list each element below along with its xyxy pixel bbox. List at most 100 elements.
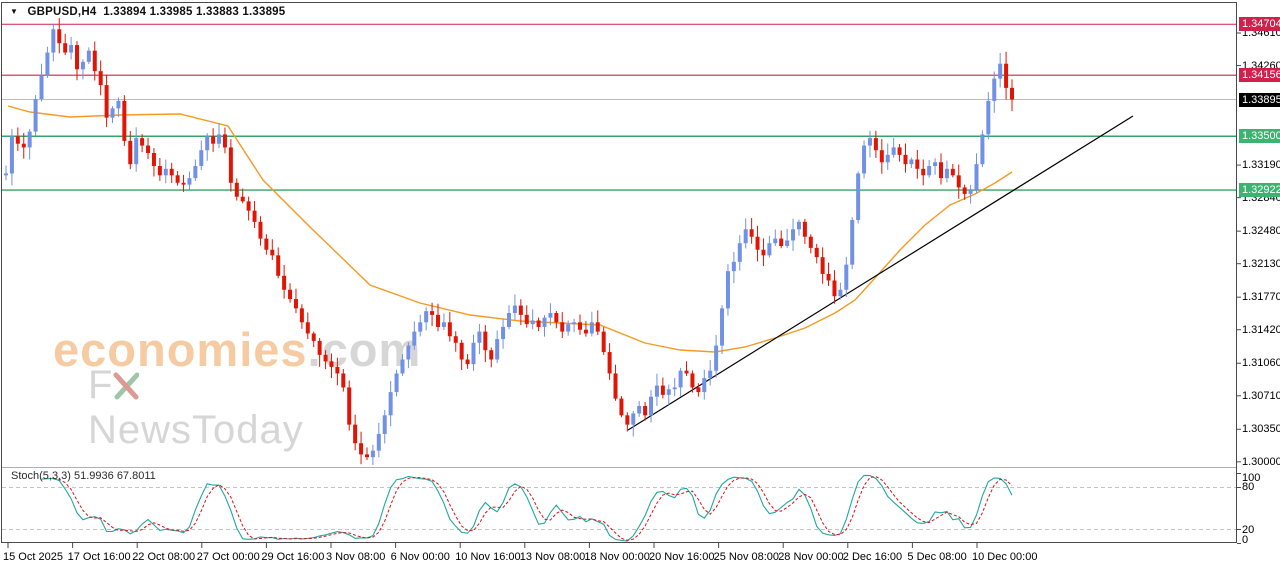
candle-body [15, 136, 20, 144]
candle-body [435, 314, 440, 327]
candle-body [276, 255, 281, 276]
candle-body [293, 299, 298, 309]
candle-body [80, 61, 85, 70]
chart-header: ▼ GBPUSD,H4 1.33894 1.33985 1.33883 1.33… [10, 6, 285, 18]
indicator-label: Stoch(5,3,3) 51.9936 67.8011 [11, 470, 156, 482]
candle-body [773, 238, 778, 244]
candle-body [873, 138, 878, 151]
candle-body [134, 138, 139, 165]
candle-body [962, 187, 967, 194]
candle-body [27, 131, 32, 148]
candle-body [270, 249, 275, 256]
candle-body [974, 164, 979, 191]
candle-body [424, 311, 429, 323]
candle-body [465, 359, 470, 365]
candle-body [163, 168, 168, 176]
candle-body [785, 240, 790, 247]
candle-body [388, 392, 393, 416]
candle-body [678, 370, 683, 388]
candle-body [672, 387, 677, 390]
indicator-name: Stoch(5,3,3) [11, 470, 71, 482]
candle-body [980, 134, 985, 165]
candle-body [956, 175, 961, 188]
candle-body [607, 352, 612, 374]
candle-body [341, 373, 346, 388]
candle-body [39, 75, 44, 100]
candle-body [601, 331, 606, 353]
candle-body [45, 52, 50, 76]
candle-body [643, 406, 648, 416]
candle-body [649, 396, 654, 416]
symbol-dropdown-icon[interactable]: ▼ [10, 7, 19, 16]
candle-body [51, 29, 56, 53]
candle-body [761, 249, 766, 256]
candle-body [347, 387, 352, 425]
candle-body [317, 340, 322, 355]
candle-body [104, 85, 109, 118]
candle-body [512, 305, 517, 313]
candle-body [885, 154, 890, 163]
candle-body [524, 314, 529, 325]
candle-body [217, 134, 222, 144]
candle-body [921, 168, 926, 176]
candle-body [288, 289, 293, 300]
candle-body [252, 210, 257, 222]
candle-body [737, 243, 742, 262]
candle-body [258, 221, 263, 239]
candle-body [572, 322, 577, 325]
candle-body [382, 415, 387, 434]
candle-body [400, 359, 405, 374]
ohlc-high: 1.33985 [149, 6, 193, 18]
candle-body [299, 308, 304, 323]
ohlc-close: 1.33895 [242, 6, 286, 18]
candle-body [944, 168, 949, 179]
candle-body [228, 147, 233, 183]
candle-body [625, 415, 630, 425]
candle-body [181, 182, 186, 185]
candle-body [311, 333, 316, 341]
candle-body [879, 150, 884, 163]
candle-body [9, 136, 14, 174]
candle-body [489, 350, 494, 360]
candle-body [536, 320, 541, 327]
candle-body [637, 406, 642, 414]
candle-body [696, 387, 701, 393]
candle-body [518, 305, 523, 315]
candle-body [376, 433, 381, 451]
candle-body [814, 247, 819, 258]
candle-body [530, 320, 535, 325]
moving-average-line [7, 105, 1013, 353]
candle-body [720, 308, 725, 346]
candle-body [33, 99, 38, 132]
candle-body [222, 134, 227, 148]
candle-body [838, 289, 843, 297]
candle-body [779, 238, 784, 247]
indicator-value-main: 51.9936 [73, 470, 114, 482]
candle-body [560, 322, 565, 332]
candle-body [631, 413, 636, 425]
candle-body [193, 166, 198, 179]
candle-body [968, 190, 973, 194]
candle-body [335, 366, 340, 374]
candle-body [578, 322, 583, 330]
candle-body [589, 322, 594, 334]
candle-body [305, 322, 310, 334]
candle-body [69, 45, 74, 53]
candle-body [329, 361, 334, 367]
candle-body [566, 324, 571, 332]
candle-body [1010, 87, 1014, 100]
candle-body [441, 322, 446, 327]
candle-body [660, 385, 665, 395]
candle-body [820, 257, 825, 274]
candle-body [146, 145, 151, 153]
candle-body [471, 342, 476, 365]
candle-body [175, 175, 180, 183]
candle-body [453, 336, 458, 343]
candle-body [654, 385, 659, 397]
candle-body [370, 450, 375, 458]
candle-body [826, 273, 831, 281]
candle-body [412, 331, 417, 346]
candle-body [595, 322, 600, 332]
